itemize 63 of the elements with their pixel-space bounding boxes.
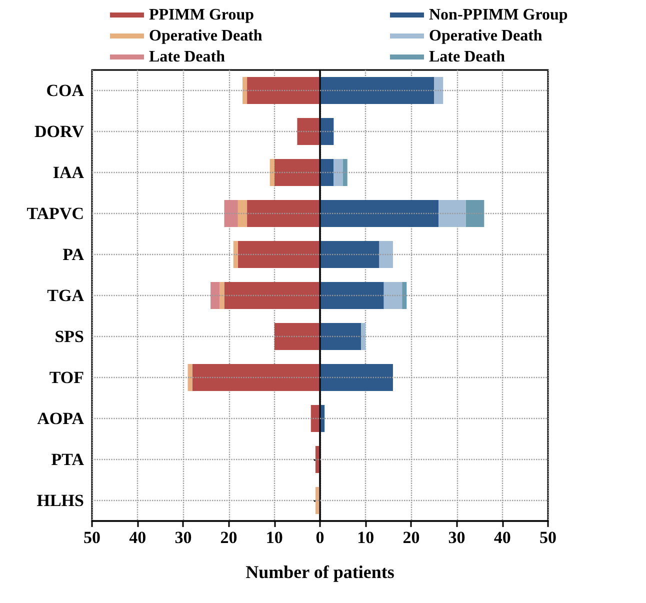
bar <box>188 364 192 392</box>
bar <box>320 364 393 392</box>
x-tick-label: 0 <box>316 528 324 547</box>
bar <box>233 240 238 268</box>
bar <box>466 200 484 228</box>
bar <box>238 200 248 228</box>
legend-label: Operative Death <box>429 28 542 44</box>
bar <box>270 158 274 186</box>
bar <box>320 282 384 310</box>
y-tick-label: AOPA <box>37 409 85 428</box>
bar <box>379 240 393 268</box>
bar <box>320 158 334 186</box>
bar <box>434 76 444 104</box>
bar <box>402 282 407 310</box>
bar <box>320 200 439 228</box>
bar <box>310 404 320 432</box>
legend-label: Late Death <box>149 48 226 66</box>
x-tick-label: 20 <box>220 528 238 547</box>
bar <box>361 322 366 350</box>
y-tick-label: TGA <box>47 286 85 305</box>
x-tick-label: 10 <box>357 528 374 547</box>
y-tick-label: SPS <box>54 327 84 346</box>
x-tick-label: 50 <box>84 528 100 547</box>
y-tick-label: IAA <box>52 163 85 182</box>
y-tick-label: TOF <box>49 368 84 387</box>
x-tick-label: 40 <box>494 528 511 547</box>
x-tick-label: 30 <box>174 528 192 547</box>
bar <box>224 282 320 310</box>
bar <box>238 240 320 268</box>
legend-label: PPIMM Group <box>149 6 254 24</box>
x-tick-label: 10 <box>266 528 283 547</box>
y-tick-label: TAPVC <box>26 204 84 223</box>
bar <box>320 76 434 104</box>
y-tick-label: PTA <box>51 450 85 469</box>
y-tick-label: DORV <box>34 122 85 141</box>
bar <box>274 322 320 350</box>
bar <box>297 118 320 146</box>
bar <box>320 118 334 146</box>
bar <box>320 240 380 268</box>
x-tick-label: 40 <box>129 528 146 547</box>
bar <box>342 158 348 186</box>
bar <box>220 282 224 310</box>
bar <box>438 200 466 228</box>
bar <box>334 158 343 186</box>
x-tick-label: 30 <box>448 528 466 547</box>
bar <box>274 158 320 186</box>
legend-label: Non-PPIMM Group <box>429 6 568 24</box>
bar <box>247 200 320 228</box>
bar <box>384 282 402 310</box>
bar <box>210 282 220 310</box>
y-tick-label: COA <box>46 81 85 100</box>
bar <box>242 76 248 104</box>
x-tick-label: 50 <box>540 528 556 547</box>
x-axis-title: Number of patients <box>246 562 394 582</box>
x-tick-label: 20 <box>402 528 420 547</box>
bar <box>320 322 362 350</box>
bar <box>247 76 320 104</box>
bar <box>192 364 320 392</box>
y-tick-label: PA <box>62 245 85 264</box>
legend-label: Late Death <box>429 48 506 66</box>
bar <box>224 200 238 228</box>
legend-label: Operative Death <box>149 28 262 44</box>
y-tick-label: HLHS <box>36 491 84 510</box>
